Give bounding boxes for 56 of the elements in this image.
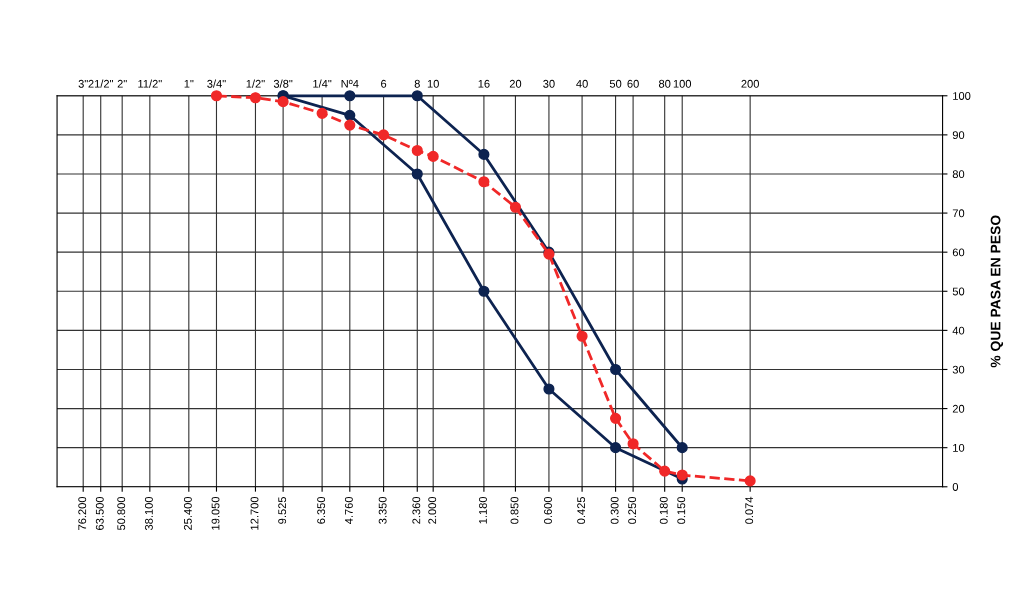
y-tick-label: 40 — [952, 326, 965, 335]
y-tick-label: 0 — [952, 483, 959, 491]
text: 200 — [741, 79, 759, 88]
text: 60 — [627, 79, 639, 88]
text: 30 — [543, 79, 555, 88]
x-tick-label: 0.180 — [659, 496, 668, 524]
y-tick-label: 70 — [952, 209, 965, 218]
text: 1/2" — [246, 79, 265, 88]
y-tick-label: 90 — [952, 131, 965, 140]
text: 50 — [609, 79, 622, 88]
text: 11/2" — [138, 79, 162, 88]
text: 3" — [78, 79, 88, 88]
y-tick-label: 30 — [952, 365, 965, 374]
x-tick-label: 3.350 — [378, 496, 387, 524]
x-tick-label: 9.525 — [278, 496, 287, 524]
x-tick-label: 0.300 — [610, 496, 619, 524]
text: 3/8" — [273, 79, 293, 88]
y-tick-label: 60 — [952, 248, 965, 257]
x-tick-label: 4.760 — [344, 496, 353, 525]
x-tick-label: 76.200 — [78, 496, 87, 530]
text: 80 — [658, 79, 671, 88]
text: 1/4" — [313, 79, 332, 88]
y-tick-label: 20 — [952, 404, 965, 413]
x-tick-label: 25.400 — [183, 496, 192, 530]
text: 8 — [414, 79, 420, 88]
text: 3/4" — [207, 79, 226, 88]
y-tick-label: 50 — [952, 287, 965, 296]
x-tick-label: 19.050 — [211, 496, 220, 530]
x-tick-label: 2.360 — [412, 496, 421, 524]
text: Nº4 — [341, 79, 359, 88]
x-tick-label: 12.700 — [250, 496, 259, 530]
text: 16 — [478, 79, 490, 88]
text: 10 — [427, 79, 439, 88]
text: 1" — [184, 79, 194, 88]
text: 2" — [117, 79, 127, 88]
x-tick-label: 6.350 — [317, 496, 326, 524]
y-axis-title: % QUE PASA EN PESO — [990, 215, 1004, 368]
x-tick-label: 0.425 — [577, 496, 586, 524]
text: 21/2" — [88, 79, 114, 88]
text: 20 — [509, 79, 522, 88]
x-tick-label: 0.150 — [677, 496, 686, 524]
text: 40 — [576, 79, 588, 88]
x-tick-label: 50.800 — [117, 496, 126, 531]
y-tick-label: 100 — [953, 92, 971, 100]
text: 6 — [381, 79, 387, 88]
x-tick-label: 0.074 — [745, 496, 754, 524]
x-tick-label: 2.000 — [428, 496, 437, 524]
x-tick-label: 0.250 — [628, 496, 637, 524]
x-tick-label: 0.600 — [544, 496, 552, 524]
y-tick-label: 80 — [952, 170, 965, 179]
y-tick-label: 10 — [953, 443, 965, 452]
x-tick-label: 0.850 — [510, 496, 519, 524]
x-tick-label: 1.180 — [479, 496, 487, 524]
text: 100 — [673, 79, 692, 88]
x-tick-label: 38.100 — [144, 496, 153, 531]
x-tick-label: 63.500 — [95, 496, 104, 530]
